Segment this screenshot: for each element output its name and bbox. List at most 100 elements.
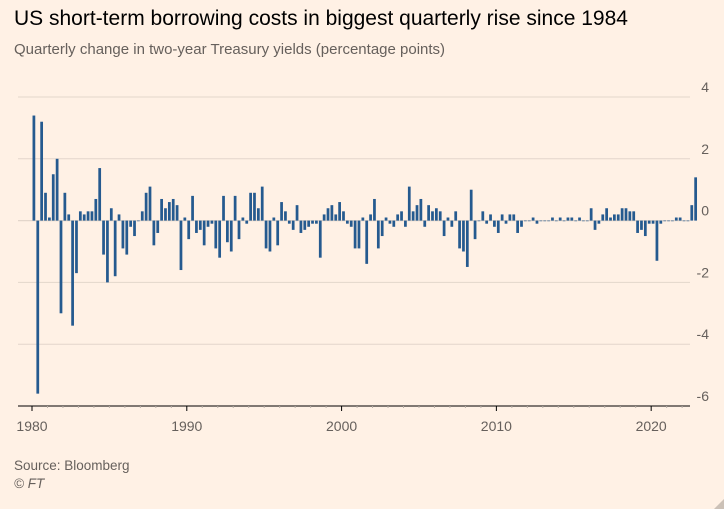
bar [388,220,392,224]
x-tick-label: 1990 [171,418,202,434]
bar [477,220,481,222]
bar [59,220,63,314]
bar [307,220,311,227]
bar [214,220,218,249]
bar [175,205,179,221]
bar [206,220,210,227]
bar [392,220,396,227]
bar [311,220,314,224]
bar [423,220,427,227]
bar [303,220,307,230]
bar [191,195,194,221]
bar [450,220,454,227]
bar [369,214,372,221]
bar [276,220,280,246]
bar [245,220,249,224]
bar [272,217,276,221]
bar [256,208,260,221]
bar [636,220,639,233]
bar [508,214,512,221]
bar [102,220,105,255]
bar [593,220,597,230]
bar [113,220,117,277]
bar [566,217,570,221]
bar [322,214,326,221]
bar [582,220,585,222]
bar [376,220,380,249]
bar [125,220,129,255]
y-tick-label: 0 [701,203,709,219]
bar [442,220,446,237]
bar [504,220,508,224]
bar [249,192,252,221]
corner-fold [714,499,724,509]
bar [82,214,86,221]
bar [137,220,140,222]
bar [578,217,581,221]
bar [345,220,349,224]
bar [605,208,609,221]
bar [493,220,496,227]
bar [90,211,94,221]
bar [218,220,222,258]
bar [400,211,403,221]
bar [129,220,133,227]
bar [632,211,636,221]
x-tick-label: 2020 [636,418,667,434]
bar [496,220,500,233]
bar [694,177,698,221]
bar [539,220,543,222]
bar [86,211,90,221]
bar [295,205,299,221]
bar [291,220,295,230]
bar [462,220,465,252]
bar [349,220,353,227]
bar [210,220,214,224]
bar [94,198,98,221]
y-tick-label: -2 [697,264,710,280]
bar [613,214,616,221]
y-axis-tick-labels: 4 2 0 -2 -4 -6 [697,79,710,404]
bar [183,217,187,221]
y-tick-label: -6 [697,388,710,404]
bar [109,208,113,221]
copyright-note: © FT [14,476,45,491]
bar [326,208,330,221]
x-axis: 1980 1990 2000 2010 2020 [16,405,690,434]
bar [357,220,361,249]
bar [667,220,670,222]
bar [620,208,624,221]
bar [585,220,589,222]
bar [51,174,55,221]
bar [554,220,558,222]
bar [434,208,438,221]
bar [651,220,655,224]
bar [415,205,419,221]
bar [287,220,291,224]
bar [198,220,202,230]
bar [609,217,612,221]
bar [148,186,152,221]
bar [458,220,461,249]
bar [407,186,411,221]
bar [628,211,632,221]
bar [365,220,369,264]
bar [229,220,233,252]
bar [640,220,643,230]
bar [671,220,674,222]
bar [574,220,578,222]
bar [187,220,191,240]
bar [527,220,531,222]
bar [655,220,659,261]
source-note: Source: Bloomberg [14,458,130,473]
bar [117,214,121,221]
bar [601,214,605,221]
bar [384,217,388,221]
bar [562,220,566,222]
bar [179,220,183,271]
x-tick-label: 2000 [326,418,357,434]
bar [361,217,365,221]
bar [551,217,554,221]
bar [195,220,198,233]
bar [264,220,268,249]
